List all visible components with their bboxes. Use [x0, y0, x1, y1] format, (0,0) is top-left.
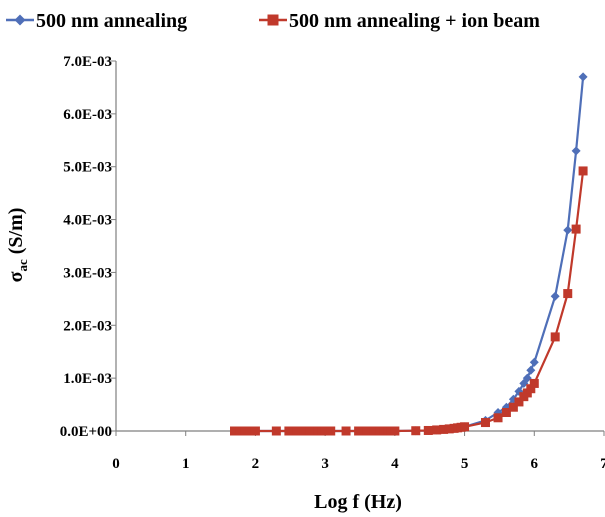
- y-tick-label: 2.0E-03: [63, 318, 112, 334]
- legend-item-1: 500 nm annealing: [6, 10, 187, 32]
- y-axis-title: σac (S/m): [5, 208, 30, 283]
- data-point: [501, 408, 511, 417]
- series-2: [230, 166, 588, 436]
- x-tick-label: 2: [252, 456, 260, 472]
- legend: 500 nm annealing 500 nm annealing + ion b…: [6, 10, 540, 32]
- data-point: [578, 72, 588, 82]
- data-point: [271, 426, 281, 436]
- data-point: [526, 384, 536, 394]
- series-layer: [230, 72, 588, 436]
- data-point: [326, 426, 336, 436]
- data-point: [292, 426, 302, 436]
- y-tick-label: 5.0E-03: [63, 160, 112, 176]
- data-point: [526, 365, 536, 375]
- data-point: [480, 418, 490, 428]
- x-tick-label: 0: [112, 456, 120, 472]
- data-point: [444, 424, 454, 434]
- data-point: [529, 357, 539, 367]
- data-point: [550, 291, 560, 301]
- data-point: [390, 426, 400, 436]
- y-tick-label: 7.0E-03: [63, 54, 112, 70]
- data-point: [578, 166, 588, 176]
- y-tick-label: 6.0E-03: [63, 107, 112, 123]
- data-point: [299, 426, 309, 436]
- data-point: [354, 426, 364, 436]
- x-tick-label: 7: [600, 456, 605, 472]
- data-point: [432, 425, 442, 435]
- data-point: [460, 422, 470, 432]
- data-point: [240, 426, 250, 436]
- y-tick-label: 1.0E-03: [63, 371, 112, 387]
- x-tick-label: 6: [531, 456, 539, 472]
- data-point: [439, 424, 449, 434]
- data-point: [235, 426, 245, 436]
- data-point: [411, 426, 421, 436]
- data-point: [508, 402, 518, 412]
- y-tick-label: 4.0E-03: [63, 213, 112, 229]
- y-tick-label: 3.0E-03: [63, 265, 112, 281]
- x-tick-label: 3: [321, 456, 329, 472]
- data-point: [362, 426, 372, 436]
- data-point: [320, 426, 330, 436]
- data-point: [563, 225, 573, 235]
- y-axis-title-symbol: σ: [5, 271, 27, 282]
- axes: 0 1 2 3 4 5 6 7 0.0E+00 1.0E-03 2.0E-03 3.0E-03 4.0E…: [60, 54, 605, 472]
- x-tick-label: 4: [391, 456, 399, 472]
- data-point: [550, 332, 560, 342]
- data-point: [245, 426, 255, 436]
- data-point: [305, 426, 315, 436]
- x-axis-title: Log f (Hz): [314, 491, 402, 513]
- x-tick-label: 5: [461, 456, 469, 472]
- data-point: [250, 426, 260, 436]
- data-point: [369, 426, 379, 436]
- data-point: [514, 397, 524, 407]
- data-point: [423, 425, 433, 435]
- data-point: [571, 146, 581, 156]
- legend-item-2: 500 nm annealing + ion beam: [259, 10, 540, 32]
- data-point: [522, 373, 532, 383]
- y-axis-title-unit: (S/m): [5, 208, 27, 260]
- data-point: [529, 378, 539, 388]
- data-point: [493, 413, 503, 423]
- data-point: [375, 426, 385, 436]
- legend-marker: [267, 14, 279, 26]
- data-point: [341, 426, 351, 436]
- y-tick-label: 0.0E+00: [60, 424, 112, 440]
- data-point: [284, 426, 294, 436]
- data-point: [230, 426, 240, 436]
- data-point: [563, 289, 573, 299]
- legend-label: 500 nm annealing: [36, 10, 187, 32]
- data-point: [571, 224, 581, 234]
- y-axis-title-subscript: ac: [15, 259, 30, 272]
- x-tick-label: 1: [182, 456, 190, 472]
- legend-label: 500 nm annealing + ion beam: [289, 10, 540, 32]
- legend-marker: [14, 14, 26, 26]
